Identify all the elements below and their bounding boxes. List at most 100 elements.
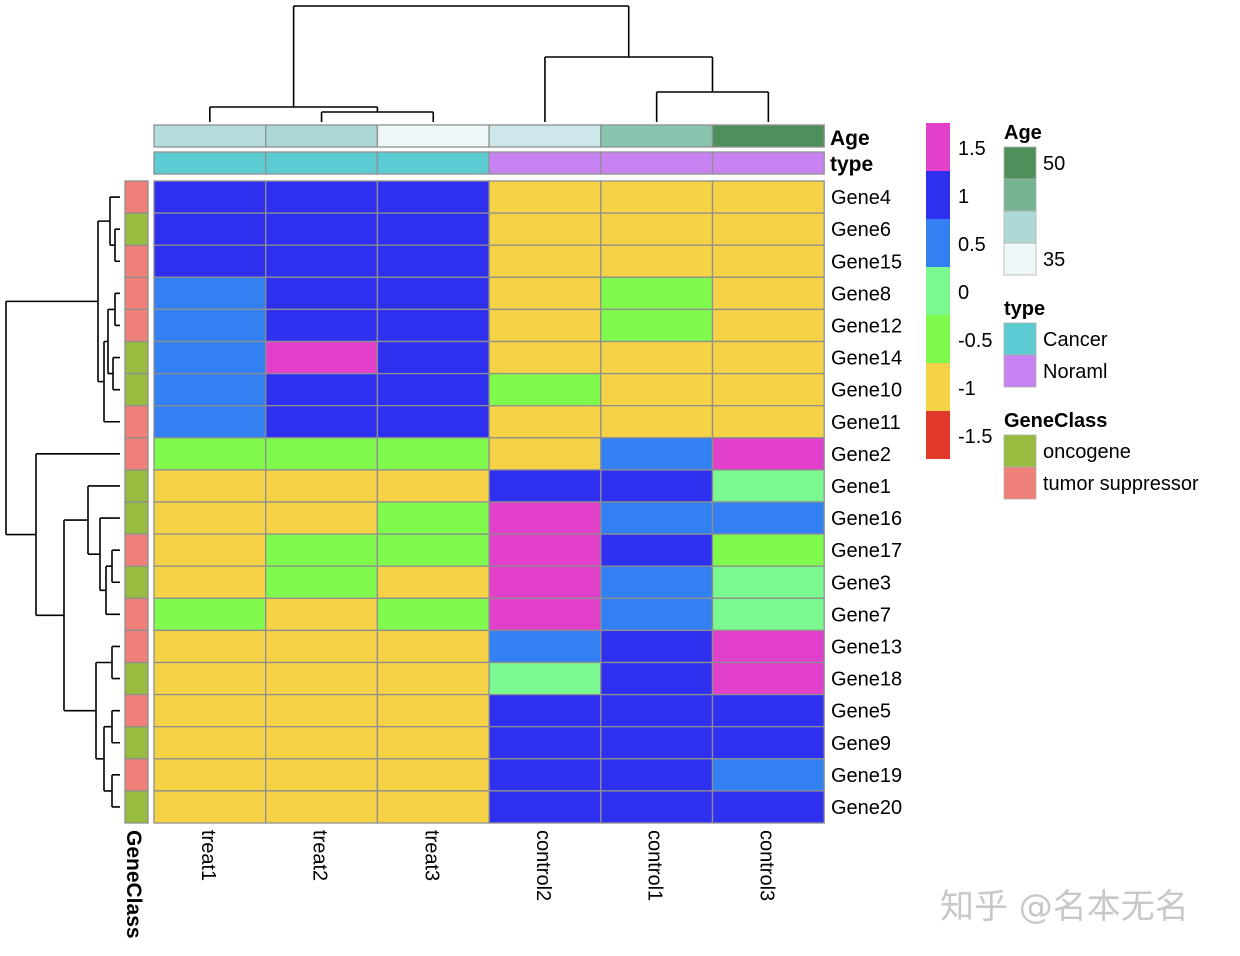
heatmap-cell-gene9-control1 <box>600 726 714 760</box>
heatmap-cell-gene17-treat2 <box>265 533 379 567</box>
heatmap-cell-gene7-control2 <box>488 597 602 632</box>
row-label-gene1: Gene1 <box>831 476 891 498</box>
column-dendrogram <box>209 5 770 122</box>
row-label-gene20: Gene20 <box>831 797 902 819</box>
heatmap-cell-gene4-control3 <box>711 180 825 214</box>
type-cell-treat3 <box>376 151 490 175</box>
heatmap-cell-gene10-treat2 <box>265 372 379 407</box>
type-cell-control1 <box>600 151 714 175</box>
age-cell-control2 <box>488 124 602 148</box>
heatmap-cell-gene20-control3 <box>711 790 825 824</box>
row-label-gene11: Gene11 <box>831 412 901 434</box>
scale-swatch-3 <box>926 219 950 267</box>
heatmap-cell-gene14-control2 <box>488 340 602 375</box>
heatmap-cell-gene3-treat1 <box>153 565 267 599</box>
column-dendrogram-branch-3 <box>655 91 770 122</box>
heatmap-cell-gene9-control2 <box>488 726 602 760</box>
heatmap-cell-gene15-treat2 <box>265 244 379 278</box>
geneclass-cell-gene12 <box>124 308 149 343</box>
heatmap-cell-gene8-control1 <box>600 276 714 311</box>
column-label-control2: control2 <box>532 830 554 901</box>
row-label-gene6: Gene6 <box>831 219 891 241</box>
heatmap-cell-gene14-control3 <box>711 340 825 375</box>
scale-swatch-6 <box>926 363 950 411</box>
geneclass-cell-gene3 <box>124 565 149 599</box>
heatmap-cell-gene11-treat2 <box>265 405 379 439</box>
geneclass-cell-gene16 <box>124 501 149 535</box>
column-dendrogram-branch-1 <box>320 111 435 122</box>
geneclass-cell-gene11 <box>124 405 149 439</box>
type-annotation-label: type <box>830 153 873 176</box>
heatmap-cell-gene11-control3 <box>711 405 825 439</box>
heatmap-cell-gene16-treat1 <box>153 501 267 535</box>
heatmap-cell-gene4-treat1 <box>153 180 267 214</box>
geneclass-annotation-label: GeneClass <box>122 830 145 939</box>
heatmap-cell-gene11-treat3 <box>376 405 490 439</box>
row-label-gene3: Gene3 <box>831 572 891 594</box>
heatmap-cell-gene17-control2 <box>488 533 602 567</box>
heatmap-cells <box>153 180 825 824</box>
heatmap-cell-gene18-treat2 <box>265 661 379 696</box>
heatmap-cell-gene19-treat3 <box>376 758 490 792</box>
heatmap-cell-gene13-control3 <box>711 629 825 664</box>
heatmap-cell-gene9-treat2 <box>265 726 379 760</box>
heatmap-cell-gene19-treat1 <box>153 758 267 792</box>
heatmap-cell-gene12-control2 <box>488 308 602 343</box>
geneclass-cell-gene4 <box>124 180 149 214</box>
row-label-gene18: Gene18 <box>831 669 902 691</box>
type-cell-treat1 <box>153 151 267 175</box>
age-cell-treat3 <box>376 124 490 148</box>
row-label-gene4: Gene4 <box>831 187 891 209</box>
heatmap-cell-gene7-control3 <box>711 597 825 632</box>
type-cell-control2 <box>488 151 602 175</box>
heatmap-cell-gene4-control1 <box>600 180 714 214</box>
row-label-gene10: Gene10 <box>831 380 902 402</box>
row-dendrogram-branch-8 <box>111 549 120 584</box>
heatmap-cell-gene4-treat2 <box>265 180 379 214</box>
heatmap-cell-gene13-treat2 <box>265 629 379 664</box>
heatmap-cell-gene9-control3 <box>711 726 825 760</box>
heatmap-cell-gene8-treat1 <box>153 276 267 311</box>
heatmap-cell-gene10-treat3 <box>376 372 490 407</box>
row-dendrogram-branch-5 <box>107 308 115 375</box>
geneclass-cell-gene15 <box>124 244 149 278</box>
heatmap-cell-gene15-control1 <box>600 244 714 278</box>
column-dendrogram-branch-2 <box>209 106 379 122</box>
geneclass-legend-label-2: tumor suppressor <box>1043 473 1199 495</box>
type-legend-swatch-2 <box>1003 354 1037 388</box>
heatmap-cell-gene12-treat2 <box>265 308 379 343</box>
heatmap-cell-gene7-control1 <box>600 597 714 632</box>
row-dendrogram-branch-4 <box>112 356 120 391</box>
heatmap-cell-gene16-treat3 <box>376 501 490 535</box>
heatmap-cell-gene13-treat3 <box>376 629 490 664</box>
heatmap-cell-gene6-treat1 <box>153 212 267 246</box>
row-label-gene16: Gene16 <box>831 508 902 530</box>
type-legend-label-1: Cancer <box>1043 329 1108 351</box>
row-label-gene19: Gene19 <box>831 765 902 787</box>
scale-swatch-4 <box>926 267 950 315</box>
age-legend-swatch-1 <box>1003 146 1037 180</box>
age-cell-treat2 <box>265 124 379 148</box>
row-label-gene17: Gene17 <box>831 540 902 562</box>
scale-swatch-1 <box>926 123 950 171</box>
heatmap-cell-gene10-control2 <box>488 372 602 407</box>
scale-label-7: -1.5 <box>958 426 992 448</box>
type-legend-label-2: Noraml <box>1043 361 1107 383</box>
heatmap-cell-gene14-treat3 <box>376 340 490 375</box>
heatmap-cell-gene17-treat3 <box>376 533 490 567</box>
heatmap-cell-gene1-treat2 <box>265 469 379 503</box>
scale-label-2: 1 <box>958 186 969 208</box>
heatmap-cell-gene6-control1 <box>600 212 714 246</box>
heatmap-cell-gene4-treat3 <box>376 180 490 214</box>
geneclass-cell-gene13 <box>124 629 149 664</box>
geneclass-cell-gene5 <box>124 693 149 728</box>
column-labels: treat1 treat2 treat3 control2 control1 contro… <box>197 830 777 901</box>
row-label-gene12: Gene12 <box>831 315 902 337</box>
column-label-control3: control3 <box>755 830 777 901</box>
scale-swatch-2 <box>926 171 950 219</box>
heatmap-cell-gene1-control2 <box>488 469 602 503</box>
row-dendrogram-branch-10 <box>99 517 120 592</box>
row-label-gene2: Gene2 <box>831 444 891 466</box>
heatmap-cell-gene19-control2 <box>488 758 602 792</box>
